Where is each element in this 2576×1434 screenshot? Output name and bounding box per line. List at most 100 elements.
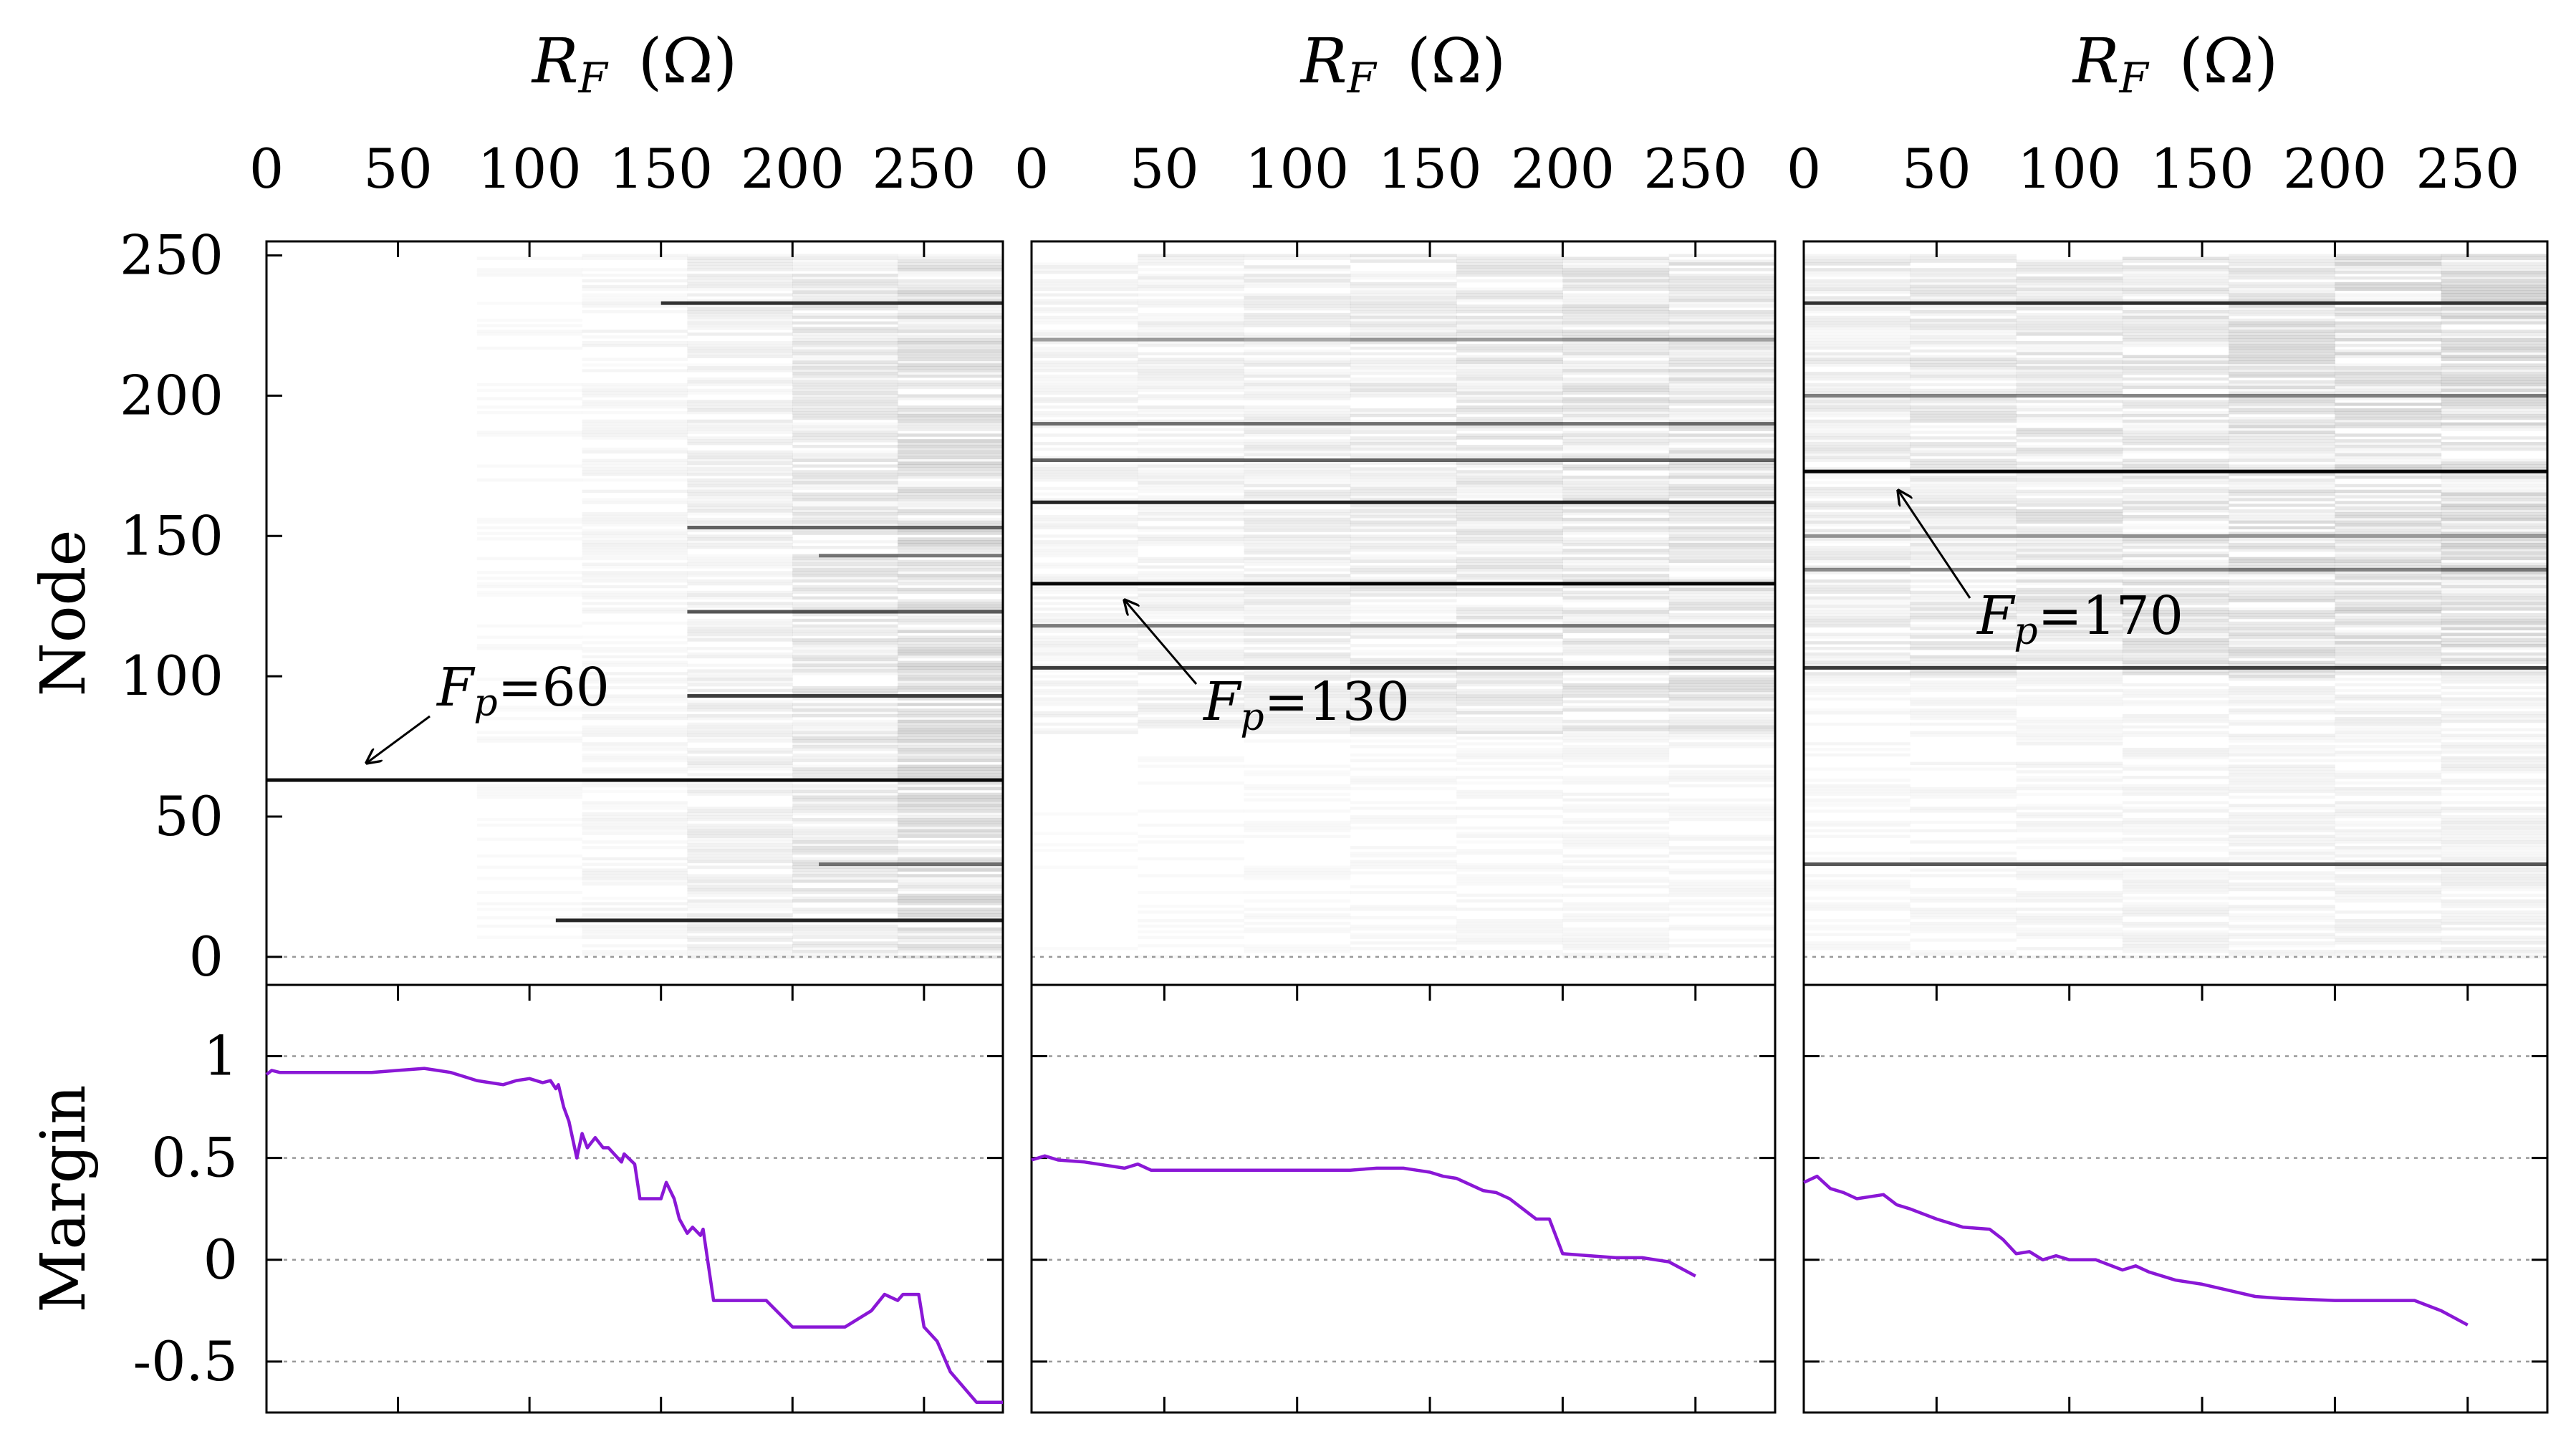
heatmap-cell (1244, 439, 1351, 442)
heatmap-cell (2122, 458, 2229, 462)
x-tick-label: 0 (1014, 137, 1049, 201)
heatmap-cell (2122, 377, 2229, 381)
heatmap-cell (1910, 382, 2017, 387)
heatmap-cell (2017, 484, 2123, 487)
heatmap-cell (1032, 265, 1138, 269)
heatmap-cell (792, 349, 898, 353)
heatmap-cell (687, 784, 793, 788)
heatmap-cell (1456, 790, 1563, 793)
heatmap-cell (1138, 478, 1244, 481)
heatmap-cell (2122, 366, 2229, 370)
x-axis-title-sub: F (2119, 54, 2150, 102)
heatmap-cell (1138, 781, 1244, 784)
x-tick-label: 0 (1787, 137, 1821, 201)
heatmap-cell (2229, 456, 2335, 459)
heatmap-cell (687, 935, 793, 939)
heatmap-cell (1456, 332, 1563, 336)
heatmap-cell (2441, 635, 2548, 638)
heatmap-cell (2229, 624, 2335, 628)
heatmap-cell (2229, 672, 2335, 675)
heatmap-cell (1138, 447, 1245, 451)
heatmap-cell (1562, 284, 1670, 289)
y-tick-label: -0.5 (133, 1329, 238, 1393)
heatmap-cell (898, 256, 1003, 260)
heatmap-cell (2335, 745, 2441, 748)
heatmap-cell (1804, 473, 1911, 476)
heatmap-cell (1669, 902, 1776, 905)
heatmap-cell (1804, 610, 1911, 613)
heatmap-cell (2016, 382, 2123, 387)
heatmap-cell (2335, 349, 2442, 353)
heatmap-cell (1669, 332, 1776, 335)
heatmap-cell (477, 866, 582, 869)
heatmap-cell (2122, 882, 2229, 886)
heatmap-cell (2122, 655, 2229, 659)
heatmap-cell (2229, 695, 2335, 698)
heatmap-cell (2335, 716, 2442, 721)
heatmap-cell (898, 318, 1003, 322)
heatmap-cell (792, 947, 898, 950)
heatmap-cell (792, 375, 898, 378)
heatmap-cell (792, 338, 898, 342)
heatmap-cell (1456, 380, 1563, 383)
heatmap-cell (2123, 689, 2229, 692)
heatmap-cell (898, 529, 1003, 532)
heatmap-cell (1910, 698, 2017, 701)
heatmap-cell (898, 711, 1003, 715)
heatmap-cell (2335, 577, 2442, 580)
heatmap-cell (792, 607, 898, 611)
heatmap-cell (582, 293, 688, 296)
heatmap-cell (1910, 925, 2017, 928)
heatmap-cell (792, 568, 898, 572)
heatmap-cell (1350, 346, 1457, 350)
heatmap-cell (1032, 310, 1138, 313)
heatmap-cell (1910, 590, 2017, 595)
heatmap-cell (1804, 560, 1911, 563)
heatmap-cell (1032, 627, 1138, 631)
heatmap-cell (2229, 613, 2335, 617)
heatmap-cell (1562, 619, 1669, 622)
heatmap-cell (1032, 554, 1138, 557)
heatmap-cell (1244, 473, 1351, 476)
heatmap-cell (687, 688, 793, 693)
heatmap-cell (1668, 708, 1775, 712)
heatmap-cell (1562, 391, 1670, 395)
heatmap-cell (1456, 767, 1563, 770)
heatmap-cell (2017, 731, 2123, 734)
heatmap-cell (2335, 355, 2442, 359)
heatmap-cell (2229, 422, 2335, 426)
heatmap-cell (2441, 366, 2547, 370)
heatmap-cell (1804, 708, 1911, 711)
heatmap-cell (2017, 344, 2123, 347)
heatmap-cell (687, 887, 793, 892)
heatmap-cell (1804, 254, 1911, 258)
heatmap-cell (1562, 262, 1669, 265)
annotation-var: F (1202, 671, 1242, 733)
heatmap-cell (2441, 877, 2547, 880)
heatmap-cell (1244, 495, 1351, 499)
heatmap-cell (477, 577, 582, 579)
heatmap-cell (792, 846, 898, 850)
heatmap-cell (1668, 461, 1775, 465)
heatmap-cell (2229, 309, 2335, 314)
heatmap-cell (1032, 405, 1138, 409)
heatmap-cell (1138, 925, 1244, 928)
heatmap-cell (1562, 579, 1670, 583)
heatmap-cell (2335, 770, 2441, 773)
heatmap-cell (898, 927, 1003, 931)
heatmap-cell (792, 669, 898, 673)
heatmap-cell (2441, 832, 2547, 835)
heatmap-cell (1562, 860, 1669, 863)
heatmap-cell (1350, 461, 1457, 465)
heatmap-cell (687, 363, 792, 366)
heatmap-cell (1668, 262, 1775, 266)
heatmap-cell (1138, 377, 1245, 381)
heatmap-cell (1668, 697, 1775, 701)
heatmap-cell (2229, 565, 2335, 569)
heatmap-cell (1456, 416, 1563, 420)
heatmap-cell (1244, 318, 1351, 322)
heatmap-cell (2122, 683, 2229, 687)
heatmap-cell (2441, 349, 2547, 353)
heatmap-cell (1244, 916, 1351, 919)
